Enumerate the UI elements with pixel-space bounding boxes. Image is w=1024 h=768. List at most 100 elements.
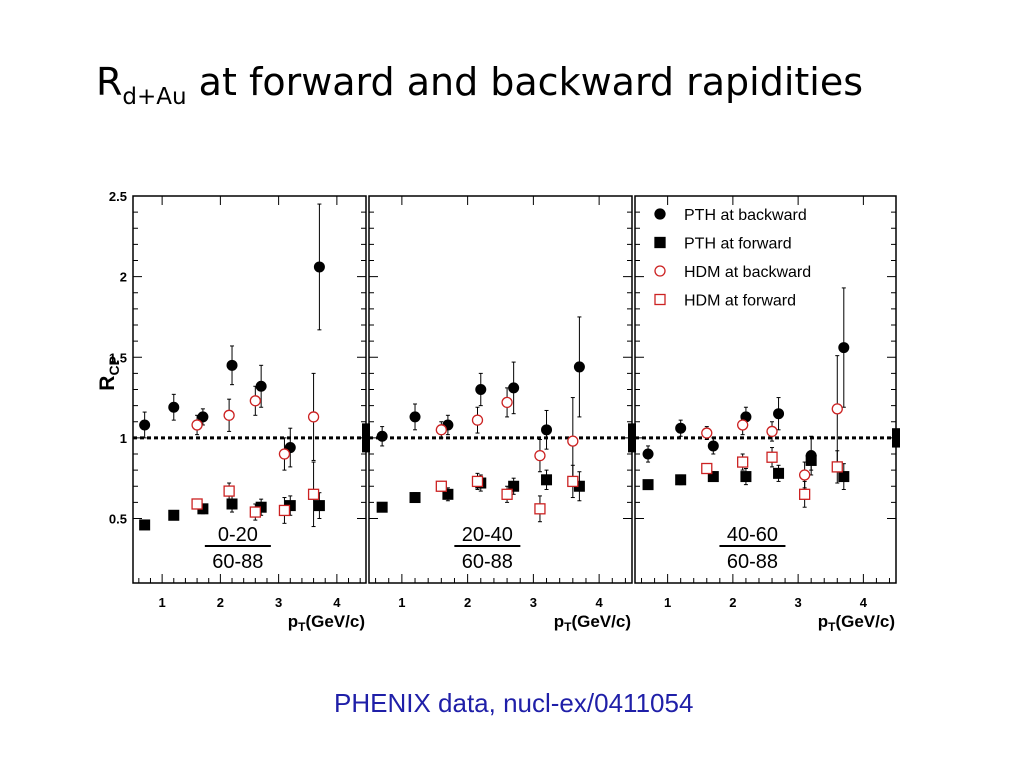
legend-label: PTH at backward xyxy=(684,207,807,224)
data-point xyxy=(307,411,320,423)
data-point xyxy=(642,448,654,460)
legend-label: HDM at forward xyxy=(684,293,796,310)
data-point xyxy=(567,475,579,488)
data-point xyxy=(508,382,520,394)
series-hdm-at-backward xyxy=(191,372,320,471)
data-point xyxy=(707,440,719,452)
legend-marker xyxy=(654,293,666,306)
data-point xyxy=(534,503,546,515)
slide-title-rest: at forward and backward rapidities xyxy=(186,60,864,104)
ratio-numerator: 40-60 xyxy=(727,524,778,546)
data-point xyxy=(139,419,151,431)
data-point xyxy=(838,342,850,354)
data-point xyxy=(226,359,238,371)
series-pth-at-backward xyxy=(642,287,850,476)
data-point xyxy=(223,409,235,421)
legend-label: PTH at forward xyxy=(684,236,792,253)
data-point xyxy=(191,498,203,510)
x-tick-label: 1 xyxy=(159,595,166,610)
data-point xyxy=(737,419,749,431)
data-point xyxy=(435,480,447,492)
data-point xyxy=(534,449,546,462)
x-tick-label: 4 xyxy=(860,595,868,610)
data-point xyxy=(541,424,553,436)
x-tick-label: 4 xyxy=(596,595,604,610)
data-point xyxy=(501,488,513,500)
x-axis-title: pT(GeV/c) xyxy=(554,612,631,634)
legend-marker xyxy=(654,208,666,220)
data-point xyxy=(799,488,811,500)
series-hdm-at-backward xyxy=(701,355,843,489)
ratio-numerator: 0-20 xyxy=(218,524,258,546)
data-point xyxy=(501,396,513,409)
data-point xyxy=(541,474,553,486)
chart-panel-3: 1 2 3 4 40-60 60-88 pT(GeV/c) xyxy=(634,195,900,634)
data-point xyxy=(313,261,325,273)
legend-marker xyxy=(654,265,666,277)
y-tick-label: 0.5 xyxy=(109,512,127,527)
data-point xyxy=(471,475,484,488)
y-axis-title: RCP xyxy=(96,356,122,391)
data-point xyxy=(376,501,388,513)
x-tick-label: 3 xyxy=(275,595,282,610)
data-point xyxy=(838,471,850,483)
data-point xyxy=(766,451,778,463)
data-point xyxy=(805,454,817,466)
data-point xyxy=(226,498,238,510)
systematic-error-box xyxy=(628,423,636,453)
series-pth-at-forward xyxy=(642,450,850,491)
x-tick-label: 2 xyxy=(729,595,736,610)
x-tick-label: 4 xyxy=(333,595,341,610)
x-tick-label: 3 xyxy=(530,595,537,610)
series-hdm-at-backward xyxy=(435,387,579,486)
data-point xyxy=(773,408,785,420)
x-tick-label: 2 xyxy=(217,595,224,610)
y-tick-label: 2.5 xyxy=(109,189,127,204)
series-pth-at-backward xyxy=(376,316,585,450)
data-point xyxy=(799,469,811,481)
data-point xyxy=(642,479,654,491)
data-point xyxy=(766,425,778,438)
series-hdm-at-forward xyxy=(435,464,579,523)
x-tick-label: 1 xyxy=(664,595,671,610)
series-hdm-at-forward xyxy=(191,461,320,528)
ratio-denominator: 60-88 xyxy=(462,551,513,573)
data-point xyxy=(255,380,267,392)
data-point xyxy=(313,500,325,512)
systematic-error-box xyxy=(362,423,370,453)
data-point xyxy=(831,403,843,415)
chart-panel-1: 1 2 3 4 0-20 60-88 pT(GeV/c) xyxy=(132,195,370,634)
legend-marker xyxy=(654,236,666,249)
data-point xyxy=(740,471,752,483)
ratio-denominator: 60-88 xyxy=(212,551,263,573)
data-point xyxy=(409,492,421,504)
y-tick-label: 2 xyxy=(120,270,127,285)
slide-title: Rd+Au at forward and backward rapidities xyxy=(96,60,863,110)
x-tick-label: 1 xyxy=(398,595,405,610)
data-point xyxy=(675,422,687,434)
data-point xyxy=(197,411,209,423)
data-point xyxy=(191,419,203,431)
data-point xyxy=(573,361,585,373)
legend-label: HDM at backward xyxy=(684,264,811,281)
data-point xyxy=(567,435,579,447)
data-point xyxy=(831,461,843,473)
systematic-error-box xyxy=(892,428,900,448)
series-pth-at-backward xyxy=(139,203,325,468)
data-point xyxy=(278,504,291,517)
ratio-denominator: 60-88 xyxy=(727,551,778,573)
x-tick-label: 2 xyxy=(464,595,471,610)
data-point xyxy=(701,427,713,439)
data-point xyxy=(737,456,749,468)
x-tick-label: 3 xyxy=(795,595,802,610)
data-point xyxy=(471,414,484,426)
y-tick-label: 1.5 xyxy=(109,350,127,365)
chart-legend: PTH at backward PTH at forward HDM at back… xyxy=(654,207,811,310)
chart-panel-2: 1 2 3 4 20-40 60-88 pT(GeV/c) xyxy=(368,195,636,634)
data-point xyxy=(249,395,261,407)
data-point xyxy=(701,462,713,475)
data-point xyxy=(409,411,421,423)
x-axis-title: pT(GeV/c) xyxy=(288,612,365,634)
data-point xyxy=(223,485,235,497)
